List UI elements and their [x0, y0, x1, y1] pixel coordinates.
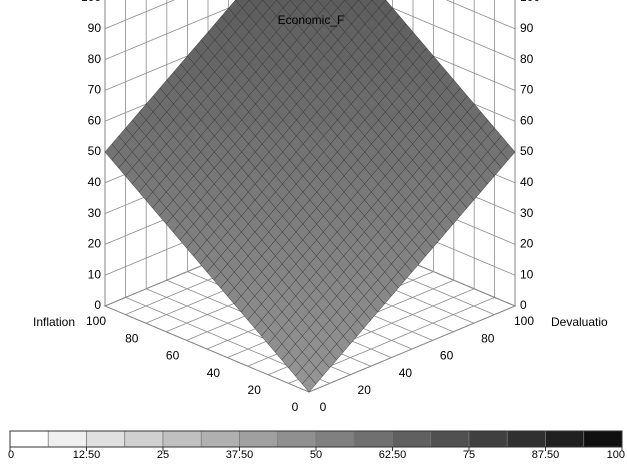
colorbar-tick-label: 12.50 — [73, 449, 101, 461]
z-tick-label-right: 50 — [520, 144, 534, 158]
colorbar-swatch — [468, 430, 508, 448]
colorbar-swatch — [583, 430, 623, 448]
colorbar-swatch — [47, 430, 87, 448]
y-tick-label: 80 — [481, 331, 495, 345]
colorbar-swatch — [506, 430, 546, 448]
colorbar-tick-label: 75 — [463, 449, 475, 461]
z-tick-label-right: 80 — [520, 52, 534, 66]
colorbar-swatch — [239, 430, 279, 448]
z-tick-label-left: 10 — [88, 267, 102, 281]
x-tick-label: 40 — [207, 366, 221, 380]
z-tick-label-right: 0 — [520, 298, 527, 312]
x-tick-label: 100 — [86, 314, 106, 328]
colorbar-tick-label: 25 — [157, 449, 169, 461]
z-tick-label-left: 40 — [88, 175, 102, 189]
z-tick-label-left: 60 — [88, 113, 102, 127]
z-tick-label-left: 20 — [88, 237, 102, 251]
z-tick-label-left: 90 — [88, 21, 102, 35]
colorbar-swatch — [353, 430, 393, 448]
left-wall-gridline — [104, 0, 176, 30]
colorbar-tick-label: 100 — [607, 449, 625, 461]
colorbar-swatch — [124, 430, 164, 448]
z-tick-label-right: 10 — [520, 267, 534, 281]
x-tick-label: 20 — [248, 383, 262, 397]
z-tick-label-right: 100 — [520, 0, 540, 4]
surface-cell — [301, 375, 317, 393]
colorbar-swatch — [86, 430, 126, 448]
surface-mesh — [104, 0, 516, 393]
colorbar-swatch — [200, 430, 240, 448]
y-tick-label: 20 — [358, 383, 372, 397]
z-tick-label-left: 50 — [88, 144, 102, 158]
x-tick-label: 0 — [292, 400, 299, 414]
tick-labels: 0 0 10 10 20 20 30 30 40 40 50 50 60 60 70 70 80 80 90 90 10… — [81, 0, 540, 414]
y-tick-label: 60 — [440, 349, 454, 363]
colorbar-swatch — [430, 430, 470, 448]
y-axis-title: Devaluatio — [551, 315, 608, 329]
colorbar-tick-label: 87.50 — [532, 449, 560, 461]
colorbar-tick-label: 0 — [8, 449, 14, 461]
z-tick-label-left: 0 — [94, 298, 101, 312]
z-tick-label-left: 30 — [88, 206, 102, 220]
y-tick-label: 40 — [399, 366, 413, 380]
colorbar-tick-label: 50 — [310, 449, 322, 461]
z-tick-label-right: 20 — [520, 237, 534, 251]
colorbar-swatch — [315, 430, 355, 448]
right-wall-gridline — [445, 0, 516, 30]
z-tick-label-right: 90 — [520, 21, 534, 35]
z-tick-label-left: 80 — [88, 52, 102, 66]
colorbar-tick-label: 62.50 — [379, 449, 407, 461]
z-tick-label-left: 100 — [81, 0, 101, 4]
colorbar-swatch — [545, 430, 585, 448]
y-tick-label: 100 — [514, 314, 534, 328]
y-tick-label: 0 — [320, 400, 327, 414]
z-tick-label-left: 70 — [88, 83, 102, 97]
colorbar-swatch — [9, 430, 49, 448]
z-tick-label-right: 70 — [520, 83, 534, 97]
z-tick-label-right: 60 — [520, 113, 534, 127]
colorbar-swatch — [162, 430, 202, 448]
colorbar-tick-label: 37.50 — [226, 449, 254, 461]
z-tick-label-right: 30 — [520, 206, 534, 220]
colorbar-swatch — [277, 430, 317, 448]
z-tick-label-right: 40 — [520, 175, 534, 189]
x-axis-title: Inflation — [33, 315, 75, 329]
x-tick-label: 60 — [166, 349, 180, 363]
colorbar: 0 12.50 25 37.50 50 62.50 75 87.50 100 — [8, 430, 625, 461]
z-axis-title: Economic_F — [278, 13, 345, 27]
colorbar-swatch — [392, 430, 432, 448]
x-tick-label: 80 — [125, 331, 139, 345]
